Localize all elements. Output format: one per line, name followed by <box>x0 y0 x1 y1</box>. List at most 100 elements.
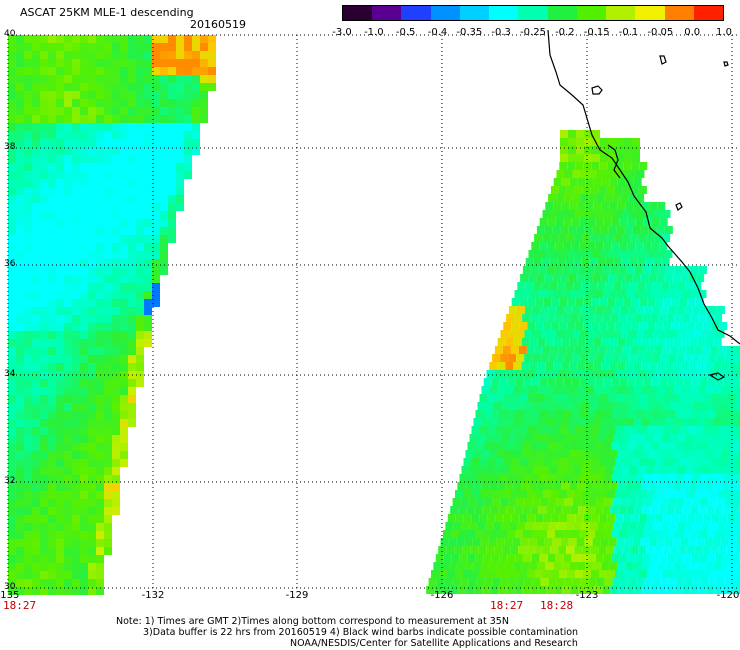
swath-cell <box>592 130 600 138</box>
swath-cell <box>581 434 590 442</box>
swath-cell <box>144 195 152 203</box>
swath-cell <box>553 482 562 490</box>
swath-cell <box>689 482 698 490</box>
swath-cell <box>706 506 715 514</box>
swath-cell <box>516 306 525 314</box>
swath-cell <box>120 155 128 163</box>
swath-cell <box>511 426 520 434</box>
swath-cell <box>534 346 543 354</box>
swath-cell <box>128 171 136 179</box>
swath-cell <box>560 154 568 162</box>
swath-cell <box>651 242 660 250</box>
swath-cell <box>128 139 136 147</box>
swath-cell <box>495 514 504 522</box>
swath-cell <box>671 490 679 498</box>
swath-cell <box>16 507 24 515</box>
swath-cell <box>493 434 502 442</box>
swath-cell <box>16 83 24 91</box>
swath-cell <box>96 523 104 531</box>
swath-cell <box>104 51 112 59</box>
swath-cell <box>32 259 40 267</box>
swath-cell <box>691 442 700 450</box>
swath-cell <box>152 91 160 99</box>
swath-cell <box>693 402 702 410</box>
swath-cell <box>505 386 514 394</box>
swath-cell <box>471 514 480 522</box>
swath-cell <box>497 418 506 426</box>
swath-cell <box>652 330 661 338</box>
swath-cell <box>657 362 666 370</box>
swath-cell <box>64 75 72 83</box>
swath-cell <box>32 51 40 59</box>
swath-cell <box>577 386 586 394</box>
swath-cell <box>570 506 579 514</box>
swath-cell <box>72 435 80 443</box>
swath-cell <box>56 99 64 107</box>
swath-cell <box>623 394 632 402</box>
swath-cell <box>565 402 574 410</box>
swath-cell <box>120 179 128 187</box>
swath-cell <box>56 227 64 235</box>
swath-cell <box>557 522 566 530</box>
swath-cell <box>128 83 136 91</box>
swath-cell <box>56 563 64 571</box>
swath-cell <box>144 323 152 331</box>
swath-cell <box>674 266 683 274</box>
swath-cell <box>160 67 168 75</box>
swath-cell <box>128 147 136 155</box>
swath-cell <box>562 290 571 298</box>
swath-cell <box>8 275 16 283</box>
swath-cell <box>590 370 599 378</box>
swath-cell <box>80 451 88 459</box>
swath-cell <box>72 347 80 355</box>
swath-cell <box>72 75 80 83</box>
swath-cell <box>737 562 740 570</box>
swath-cell <box>553 562 562 570</box>
swath-cell <box>96 507 104 515</box>
swath-cell <box>610 266 619 274</box>
swath-cell <box>48 387 56 395</box>
swath-cell <box>734 346 740 354</box>
swath-cell <box>48 443 56 451</box>
swath-cell <box>16 467 24 475</box>
swath-cell <box>482 506 491 514</box>
swath-cell <box>681 562 690 570</box>
swath-cell <box>690 266 699 274</box>
swath-cell <box>572 498 581 506</box>
swath-cell <box>136 195 144 203</box>
swath-cell <box>64 531 72 539</box>
swath-cell <box>655 322 664 330</box>
swath-cell <box>144 123 152 131</box>
swath-cell <box>96 451 104 459</box>
swath-cell <box>8 211 16 219</box>
swath-cell <box>88 195 96 203</box>
swath-cell <box>72 219 80 227</box>
swath-cell <box>104 411 112 419</box>
swath-cell <box>72 123 80 131</box>
swath-cell <box>48 555 56 563</box>
swath-cell <box>629 466 638 474</box>
swath-cell <box>649 362 658 370</box>
swath-cell <box>661 282 670 290</box>
swath-cell <box>591 162 600 170</box>
swath-cell <box>521 386 530 394</box>
swath-cell <box>104 475 112 483</box>
swath-cell <box>707 474 716 482</box>
swath-cell <box>631 458 640 466</box>
swath-cell <box>200 43 208 51</box>
swath-cell <box>650 266 659 274</box>
swath-cell <box>583 514 592 522</box>
swath-cell <box>535 426 544 434</box>
swath-cell <box>120 411 128 419</box>
swath-cell <box>152 83 160 91</box>
swath-cell <box>24 243 32 251</box>
swath-cell <box>88 443 96 451</box>
swath-cell <box>647 394 656 402</box>
swath-cell <box>451 530 459 538</box>
swath-cell <box>539 410 548 418</box>
swath-cell <box>699 474 708 482</box>
swath-cell <box>112 219 120 227</box>
swath-cell <box>56 179 64 187</box>
swath-cell <box>703 490 711 498</box>
swath-cell <box>656 274 665 282</box>
